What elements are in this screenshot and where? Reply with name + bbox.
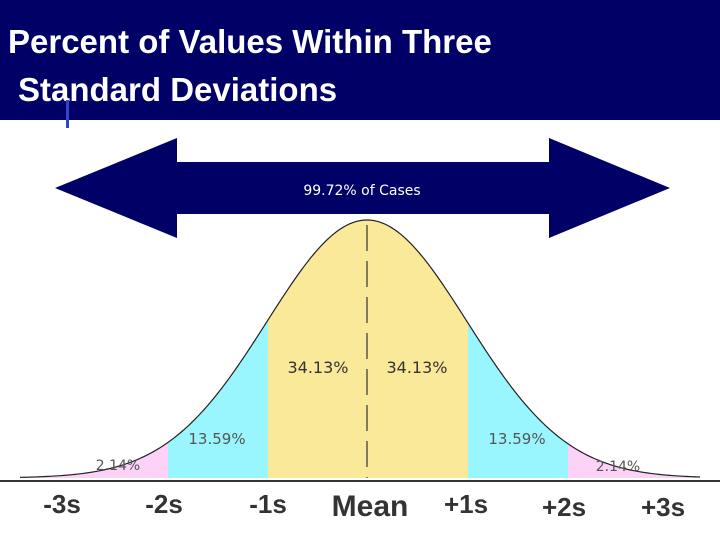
axis-label-minus-1s: -1s — [249, 489, 287, 519]
axis-label-plus-1s: +1s — [444, 489, 488, 519]
axis-label-mean: Mean — [332, 490, 409, 523]
title-bar: Percent of Values Within Three Standard … — [0, 0, 720, 120]
axis-label-plus-3s: +3s — [641, 492, 685, 522]
normal-curve — [19, 219, 701, 478]
curve-regions — [20, 220, 700, 478]
region-label-left-two-sd: 13.59% — [188, 430, 245, 448]
region-label-left-one-sd: 34.13% — [287, 358, 348, 377]
region-label-right-three-sd: 2.14% — [596, 459, 640, 475]
axis-labels: -3s -2s -1s Mean +1s +2s +3s — [43, 489, 685, 523]
region-label-right-two-sd: 13.59% — [488, 430, 545, 448]
title-accent-bar — [66, 100, 69, 128]
region-label-left-three-sd: 2.14% — [96, 458, 140, 474]
region-right-three-sd — [568, 220, 700, 478]
double-arrow — [55, 138, 670, 238]
region-one-sd — [268, 220, 468, 478]
axis-label-minus-2s: -2s — [145, 489, 183, 519]
region-label-right-one-sd: 34.13% — [386, 358, 447, 377]
axis-label-minus-3s: -3s — [43, 489, 81, 519]
page-title-line-2: Standard Deviations — [18, 71, 338, 108]
page-title-line-1: Percent of Values Within Three — [8, 23, 492, 60]
arrow-label: 99.72% of Cases — [303, 183, 420, 199]
axis-label-plus-2s: +2s — [542, 492, 586, 522]
